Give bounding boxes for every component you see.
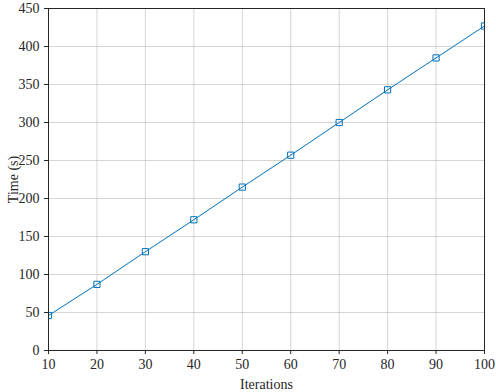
svg-text:200: 200 [19, 191, 40, 206]
svg-text:100: 100 [19, 267, 40, 282]
svg-text:10: 10 [42, 357, 56, 372]
svg-text:30: 30 [138, 357, 152, 372]
svg-text:350: 350 [19, 77, 40, 92]
svg-text:80: 80 [381, 357, 395, 372]
svg-text:0: 0 [33, 343, 40, 358]
svg-text:50: 50 [235, 357, 249, 372]
svg-text:100: 100 [474, 357, 495, 372]
svg-text:Iterations: Iterations [240, 377, 293, 392]
svg-text:400: 400 [19, 39, 40, 54]
svg-text:90: 90 [429, 357, 443, 372]
svg-text:450: 450 [19, 1, 40, 16]
svg-text:40: 40 [187, 357, 201, 372]
svg-text:250: 250 [19, 153, 40, 168]
svg-text:300: 300 [19, 115, 40, 130]
svg-text:150: 150 [19, 229, 40, 244]
svg-text:60: 60 [284, 357, 298, 372]
svg-text:Time (s): Time (s) [6, 156, 22, 204]
svg-text:70: 70 [332, 357, 346, 372]
svg-text:50: 50 [26, 305, 40, 320]
svg-text:20: 20 [90, 357, 104, 372]
